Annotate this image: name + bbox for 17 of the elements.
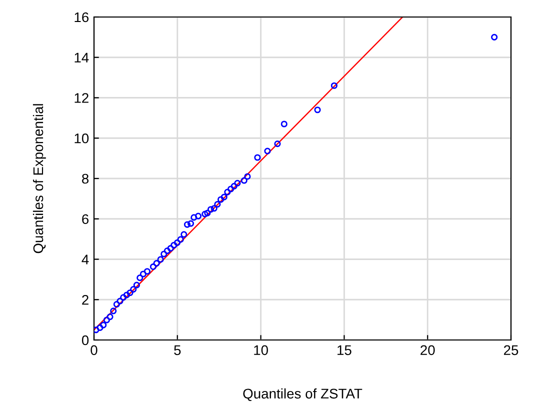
y-tick-label: 8 — [82, 174, 89, 184]
x-tick-label: 0 — [90, 345, 98, 356]
y-tick-label: 2 — [82, 294, 88, 305]
x-tick-label: 15 — [338, 345, 352, 356]
y-axis-title: Quantiles of Exponential — [32, 104, 46, 254]
y-tick-label: 14 — [74, 52, 89, 62]
x-tick-label: 20 — [420, 345, 435, 356]
y-tick-label: 12 — [74, 93, 88, 103]
y-tick-label: 10 — [74, 133, 89, 144]
x-axis-title: Quantiles of ZSTAT — [243, 388, 362, 402]
y-tick-label: 0 — [82, 335, 89, 346]
y-tick-label: 16 — [74, 12, 89, 22]
x-tick-label: 10 — [254, 345, 268, 356]
x-tick-label: 25 — [504, 345, 518, 356]
y-tick-label: 6 — [82, 214, 89, 224]
x-tick-label: 5 — [174, 345, 181, 356]
y-tick-label: 4 — [82, 254, 89, 264]
